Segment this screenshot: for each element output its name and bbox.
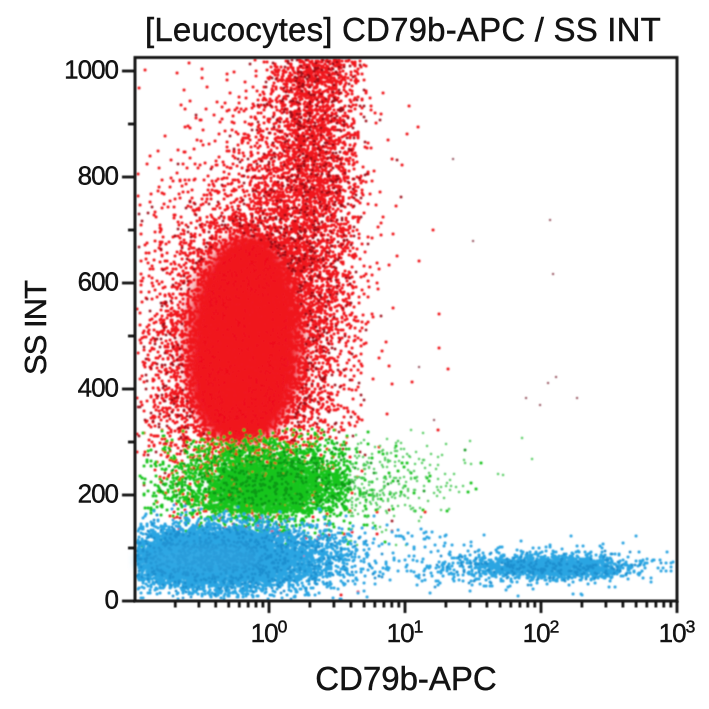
- svg-text:0: 0: [105, 585, 119, 615]
- svg-text:1000: 1000: [64, 55, 118, 85]
- svg-text:400: 400: [78, 373, 119, 403]
- svg-text:200: 200: [78, 479, 119, 509]
- svg-text:800: 800: [78, 161, 119, 191]
- svg-text:600: 600: [78, 267, 119, 297]
- svg-text:101: 101: [387, 617, 424, 649]
- svg-text:[Leucocytes] CD79b-APC / SS IN: [Leucocytes] CD79b-APC / SS INT: [145, 11, 661, 48]
- svg-text:SS INT: SS INT: [18, 280, 53, 375]
- svg-text:CD79b-APC: CD79b-APC: [315, 660, 497, 697]
